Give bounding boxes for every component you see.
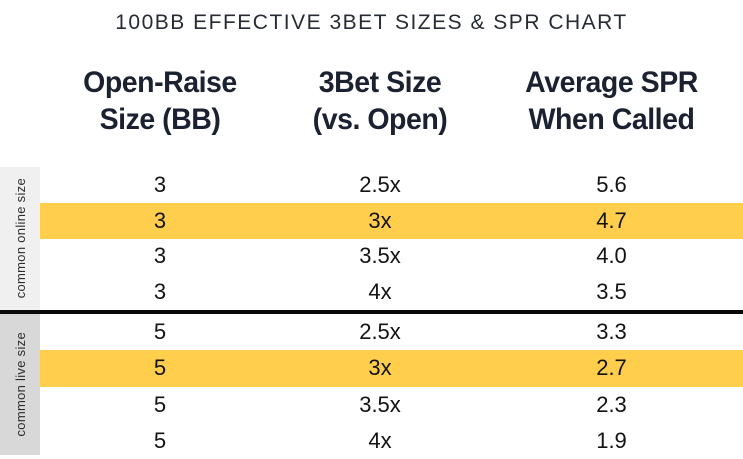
cell-open-raise-size: 5 <box>153 319 167 345</box>
cell-open-raise-size: 5 <box>153 355 167 381</box>
cell-3bet-size: 3x <box>368 355 392 381</box>
page-title: 100BB EFFECTIVE 3BET SIZES & SPR CHART <box>115 11 628 34</box>
table-body: common online size 3 2.5x 5.6 3 3x 4.7 3… <box>0 167 743 459</box>
col-header-line: 3Bet Size <box>318 66 442 99</box>
row-group-label-online: common online size <box>0 167 40 310</box>
table-row: 3 4x 3.5 <box>40 274 743 310</box>
cell-open-raise-size: 3 <box>153 243 167 269</box>
cell-open-raise-size: 5 <box>153 427 167 453</box>
col-header-line: When Called <box>528 103 695 136</box>
cell-avg-spr: 5.6 <box>596 171 627 197</box>
row-group-live: common live size 5 2.5x 3.3 5 3x 2.7 5 3… <box>0 314 743 459</box>
table-row: 5 2.5x 3.3 <box>40 314 743 350</box>
column-header-row: Open-Raise Size (BB) 3Bet Size (vs. Open… <box>40 64 743 138</box>
cell-open-raise-size: 3 <box>153 279 167 305</box>
cell-open-raise-size: 5 <box>153 391 167 417</box>
table-row: 5 3.5x 2.3 <box>40 387 743 423</box>
cell-avg-spr: 2.3 <box>596 391 627 417</box>
cell-3bet-size: 2.5x <box>359 319 401 345</box>
cell-avg-spr: 3.3 <box>596 319 627 345</box>
cell-open-raise-size: 3 <box>153 207 167 233</box>
row-group-online-rows: 3 2.5x 5.6 3 3x 4.7 3 3.5x 4.0 3 4x <box>40 167 743 310</box>
col-header-line: Size (BB) <box>99 103 221 136</box>
table-row: 5 4x 1.9 <box>40 423 743 459</box>
col-header-line: (vs. Open) <box>312 103 448 136</box>
cell-avg-spr: 4.0 <box>596 243 627 269</box>
table-row: 3 3.5x 4.0 <box>40 239 743 275</box>
table-row-highlighted: 5 3x 2.7 <box>40 350 743 387</box>
row-group-label-text: common live size <box>12 332 28 437</box>
row-group-online: common online size 3 2.5x 5.6 3 3x 4.7 3… <box>0 167 743 314</box>
row-group-live-rows: 5 2.5x 3.3 5 3x 2.7 5 3.5x 2.3 5 4x <box>40 314 743 459</box>
cell-avg-spr: 4.7 <box>596 207 627 233</box>
col-header-3bet-size: 3Bet Size (vs. Open) <box>285 64 475 138</box>
cell-3bet-size: 3.5x <box>359 391 401 417</box>
cell-3bet-size: 4x <box>368 427 392 453</box>
cell-avg-spr: 2.7 <box>596 355 627 381</box>
cell-3bet-size: 3x <box>368 207 392 233</box>
cell-3bet-size: 4x <box>368 279 392 305</box>
cell-3bet-size: 2.5x <box>359 171 401 197</box>
cell-open-raise-size: 3 <box>153 171 167 197</box>
row-group-label-live: common live size <box>0 314 40 455</box>
col-header-average-spr: Average SPR When Called <box>487 64 737 138</box>
col-header-line: Open-Raise <box>83 66 237 99</box>
table-row-highlighted: 3 3x 4.7 <box>40 202 743 239</box>
cell-avg-spr: 3.5 <box>596 279 627 305</box>
row-group-label-text: common online size <box>12 178 28 299</box>
cell-3bet-size: 3.5x <box>359 243 401 269</box>
cell-avg-spr: 1.9 <box>596 427 627 453</box>
col-header-open-raise-size: Open-Raise Size (BB) <box>46 64 274 138</box>
col-header-line: Average SPR <box>525 66 698 99</box>
table-row: 3 2.5x 5.6 <box>40 167 743 203</box>
